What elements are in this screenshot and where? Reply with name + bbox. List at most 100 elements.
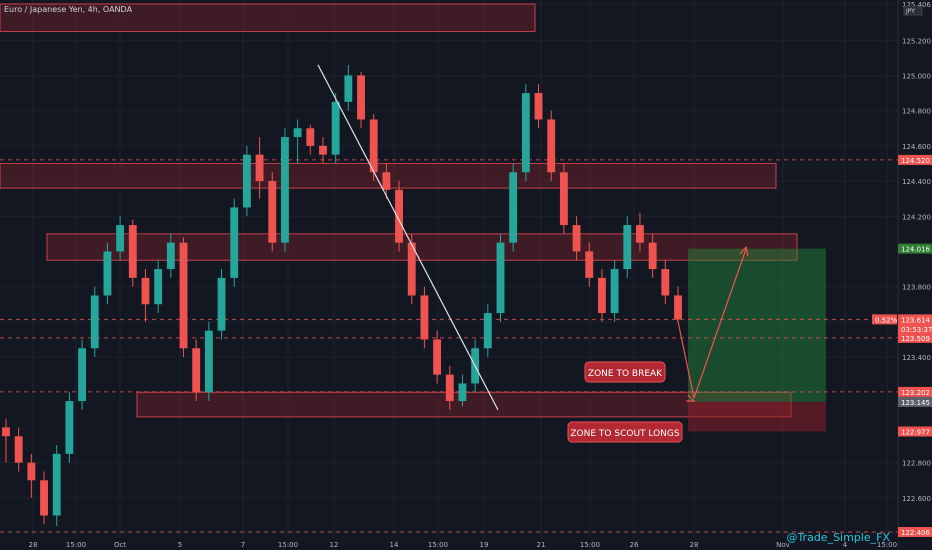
price-tag-5 bbox=[898, 386, 932, 397]
middle-zone bbox=[46, 233, 798, 261]
candle-43 bbox=[547, 119, 556, 173]
zone-to-scout-longs-box bbox=[567, 421, 683, 443]
price-tag-8 bbox=[898, 527, 932, 537]
candle-44 bbox=[559, 172, 568, 226]
candle-38 bbox=[483, 313, 492, 349]
price-change-tag bbox=[872, 314, 897, 325]
candle-27 bbox=[344, 75, 353, 102]
candle-41 bbox=[521, 93, 530, 173]
y-tick-label-3: 124.800 bbox=[902, 108, 931, 116]
candle-14 bbox=[179, 242, 188, 349]
candle-51 bbox=[648, 242, 657, 270]
y-tick-label-2: 125.000 bbox=[902, 72, 931, 80]
x-tick-label-7: 14 bbox=[390, 541, 399, 549]
x-tick-label-15: 4 bbox=[843, 541, 848, 549]
zone-to-break-label: ZONE TO BREAK bbox=[588, 369, 663, 379]
price-tag-1 bbox=[898, 243, 932, 254]
long-stop-area bbox=[688, 401, 826, 432]
candle-1 bbox=[14, 436, 23, 463]
price-tag-label-1: 124.016 bbox=[901, 246, 930, 254]
price-tag-label-8: 122.406 bbox=[901, 529, 930, 537]
trendline bbox=[317, 64, 499, 411]
price-tag-label-4: 123.509 bbox=[901, 335, 930, 343]
candle-49 bbox=[623, 225, 632, 270]
long-target-area bbox=[688, 248, 826, 402]
candle-6 bbox=[78, 348, 87, 402]
price-tag-label-7: 122.977 bbox=[901, 429, 930, 437]
candle-11 bbox=[141, 277, 150, 305]
watermark: @Trade_Simple_FX bbox=[786, 531, 890, 544]
y-tick-label-1: 125.200 bbox=[902, 37, 931, 45]
currency-badge-label: JPY bbox=[905, 8, 915, 15]
candle-3 bbox=[40, 480, 48, 516]
candle-16 bbox=[204, 330, 213, 393]
candle-28 bbox=[357, 75, 365, 120]
y-tick-label-5: 124.400 bbox=[902, 178, 931, 186]
candle-2 bbox=[27, 462, 36, 481]
x-tick-label-0: 28 bbox=[29, 541, 38, 549]
y-tick-label-0: 125.406 bbox=[902, 1, 931, 9]
price-tag-0 bbox=[898, 154, 932, 165]
candle-34 bbox=[433, 339, 442, 375]
candle-39 bbox=[496, 242, 505, 314]
candle-47 bbox=[597, 277, 606, 314]
candle-24 bbox=[306, 128, 315, 146]
x-tick-label-12: 26 bbox=[630, 541, 639, 549]
zone-to-break-box bbox=[584, 361, 666, 383]
candle-9 bbox=[116, 225, 125, 252]
x-tick-label-10: 21 bbox=[537, 541, 546, 549]
x-tick-label-16: 15:00 bbox=[877, 541, 897, 549]
chart-title: Euro / Japanese Yen, 4h, OANDA bbox=[4, 5, 133, 14]
candle-36 bbox=[458, 383, 467, 402]
projection-down bbox=[675, 311, 695, 399]
price-tag-4 bbox=[898, 332, 932, 343]
candle-10 bbox=[128, 225, 137, 278]
price-change-label: 0.52% bbox=[875, 316, 898, 324]
candle-13 bbox=[166, 242, 175, 270]
candle-45 bbox=[572, 225, 581, 252]
price-tag-2 bbox=[898, 314, 932, 325]
candle-5 bbox=[65, 401, 74, 454]
candle-40 bbox=[509, 172, 518, 243]
candle-18 bbox=[230, 207, 239, 278]
candle-21 bbox=[268, 181, 277, 243]
y-tick-label-10: 122.800 bbox=[902, 460, 931, 468]
candle-46 bbox=[585, 251, 594, 278]
currency-badge bbox=[903, 5, 923, 16]
x-tick-label-8: 15:00 bbox=[428, 541, 448, 549]
candle-42 bbox=[534, 93, 543, 120]
candle-22 bbox=[281, 137, 289, 243]
candle-33 bbox=[420, 295, 429, 340]
price-tag-label-0: 124.520 bbox=[901, 157, 930, 165]
y-tick-label-7: 123.800 bbox=[902, 284, 931, 292]
y-tick-label-4: 124.600 bbox=[902, 143, 931, 151]
x-tick-label-3: 5 bbox=[178, 541, 182, 549]
projection-down-arrowhead bbox=[686, 394, 696, 402]
candle-53 bbox=[674, 295, 682, 320]
candle-23 bbox=[293, 128, 302, 138]
price-tag-7 bbox=[898, 426, 932, 437]
top-zone bbox=[0, 3, 536, 32]
price-tag-label-3: 03:53:37 bbox=[901, 326, 932, 334]
candle-48 bbox=[610, 269, 619, 314]
candle-25 bbox=[319, 145, 327, 155]
y-tick-label-6: 124.200 bbox=[902, 213, 931, 221]
projection-up bbox=[693, 248, 747, 399]
candle-8 bbox=[103, 251, 112, 296]
y-tick-label-11: 122.600 bbox=[902, 495, 931, 503]
candle-17 bbox=[217, 277, 226, 331]
x-tick-label-11: 15:00 bbox=[580, 541, 600, 549]
projection-up-arrowhead bbox=[739, 245, 749, 257]
y-tick-label-9: 123.400 bbox=[902, 354, 931, 362]
x-tick-label-13: 28 bbox=[690, 541, 699, 549]
x-tick-label-2: Oct bbox=[114, 541, 126, 549]
price-axis bbox=[898, 0, 932, 550]
candle-4 bbox=[52, 453, 61, 516]
price-tag-label-6: 123.145 bbox=[901, 399, 930, 407]
candle-30 bbox=[382, 172, 391, 190]
candle-29 bbox=[369, 119, 378, 173]
price-tag-3 bbox=[898, 323, 932, 334]
candle-15 bbox=[192, 348, 201, 393]
